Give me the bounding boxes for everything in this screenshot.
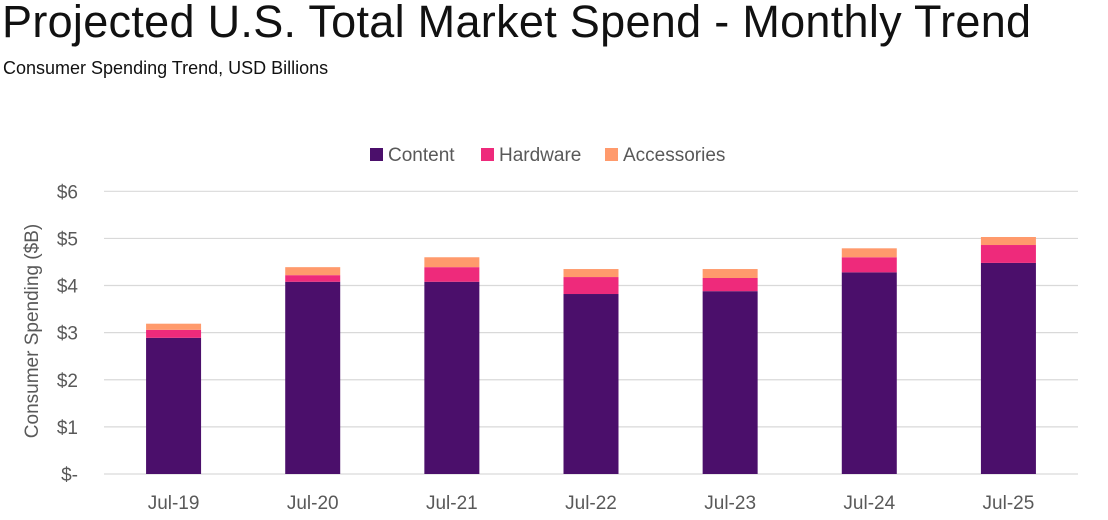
legend-swatch bbox=[481, 148, 494, 161]
x-tick-label: Jul-19 bbox=[148, 493, 200, 514]
y-tick-label: $- bbox=[61, 465, 78, 486]
bar-content bbox=[980, 262, 1036, 474]
x-tick-label: Jul-25 bbox=[983, 493, 1035, 514]
bar-accessories bbox=[146, 323, 202, 330]
y-tick-label: $6 bbox=[57, 182, 78, 203]
x-tick-label: Jul-23 bbox=[704, 493, 756, 514]
legend-label: Content bbox=[388, 145, 455, 166]
x-tick-label: Jul-22 bbox=[565, 493, 617, 514]
bar-accessories bbox=[285, 267, 341, 276]
y-tick-label: $5 bbox=[57, 229, 78, 250]
bar-accessories bbox=[980, 237, 1036, 246]
bar-content bbox=[285, 281, 341, 474]
legend-label: Accessories bbox=[623, 145, 725, 166]
legend-item: Content bbox=[370, 145, 455, 166]
legend-item: Hardware bbox=[481, 145, 581, 166]
bar-hardware bbox=[841, 257, 897, 273]
bar-content bbox=[702, 291, 758, 474]
bar-hardware bbox=[980, 245, 1036, 263]
chart-title: Projected U.S. Total Market Spend - Mont… bbox=[2, 0, 1032, 47]
legend-swatch bbox=[370, 148, 383, 161]
bar-accessories bbox=[702, 269, 758, 278]
bar-hardware bbox=[285, 275, 341, 282]
bar-content bbox=[424, 281, 480, 474]
chart-subtitle: Consumer Spending Trend, USD Billions bbox=[3, 58, 329, 78]
bar-content bbox=[841, 272, 897, 474]
y-axis-title: Consumer Spending ($B) bbox=[22, 224, 43, 438]
x-tick-label: Jul-20 bbox=[287, 493, 339, 514]
bar-accessories bbox=[424, 257, 480, 268]
bar-hardware bbox=[146, 329, 202, 338]
bar-hardware bbox=[702, 277, 758, 292]
x-tick-label: Jul-24 bbox=[843, 493, 895, 514]
legend-item: Accessories bbox=[605, 145, 725, 166]
y-tick-label: $4 bbox=[57, 277, 79, 298]
bar-hardware bbox=[563, 277, 619, 295]
x-tick-label: Jul-21 bbox=[426, 493, 478, 514]
y-tick-label: $1 bbox=[57, 418, 78, 439]
legend-swatch bbox=[605, 148, 618, 161]
bar-hardware bbox=[424, 267, 480, 282]
y-tick-label: $2 bbox=[57, 371, 78, 392]
bar-accessories bbox=[563, 269, 619, 278]
legend-label: Hardware bbox=[499, 145, 581, 166]
bar-content bbox=[146, 337, 202, 474]
y-tick-label: $3 bbox=[57, 324, 78, 345]
bar-accessories bbox=[841, 248, 897, 258]
bar-content bbox=[563, 294, 619, 474]
